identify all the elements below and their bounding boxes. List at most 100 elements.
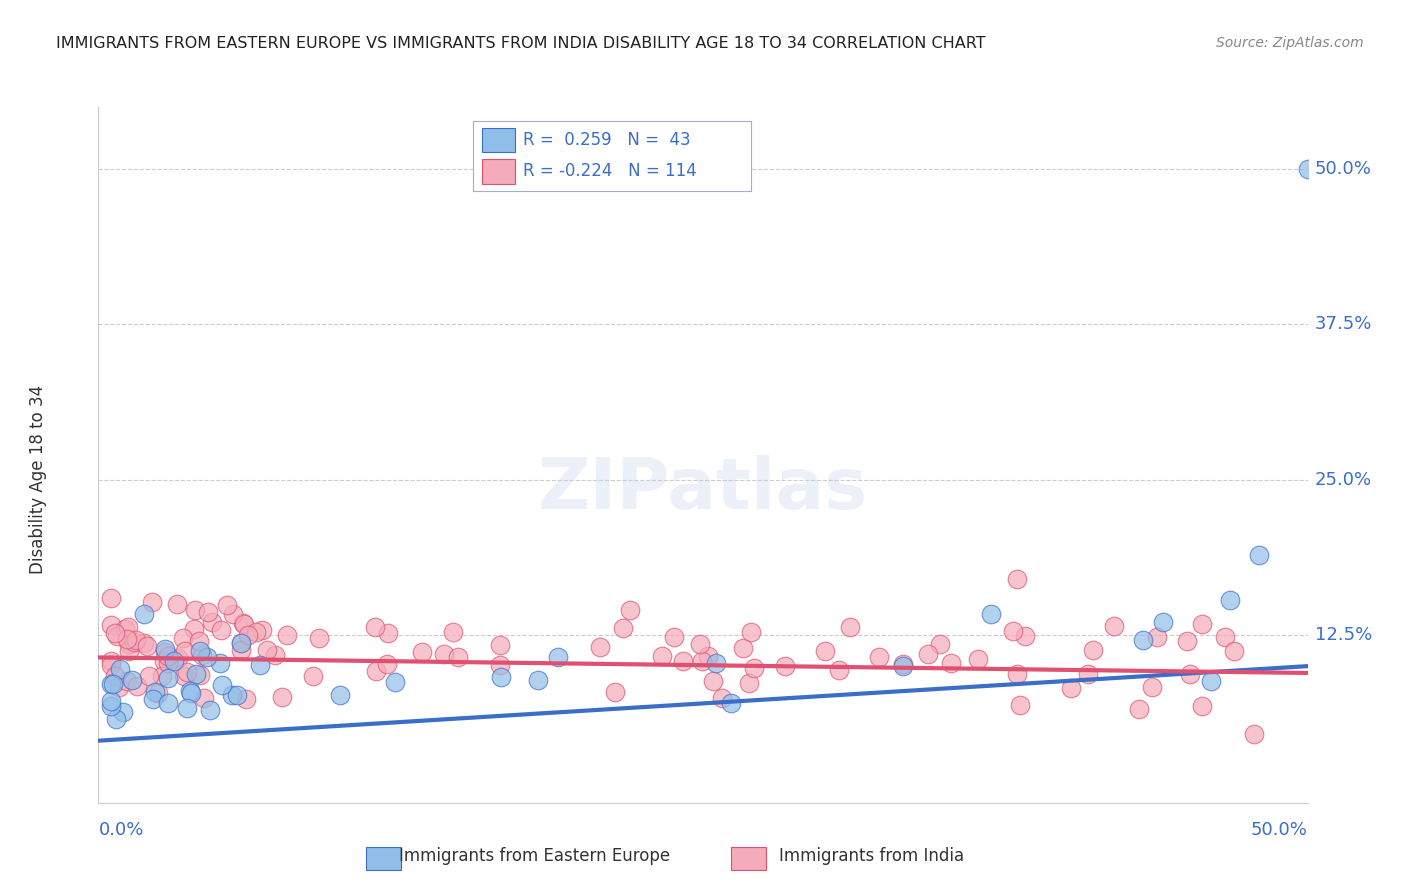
Point — [229, 636, 252, 650]
Point — [1077, 667, 1099, 681]
Point — [384, 675, 406, 690]
Point — [143, 684, 166, 698]
Point — [704, 656, 727, 670]
Point — [589, 640, 612, 654]
Point — [188, 643, 211, 657]
Point — [250, 623, 273, 637]
Point — [612, 621, 634, 635]
Point — [1007, 572, 1029, 586]
Point — [1140, 680, 1163, 694]
Point — [690, 654, 713, 668]
Text: IMMIGRANTS FROM EASTERN EUROPE VS IMMIGRANTS FROM INDIA DISABILITY AGE 18 TO 34 : IMMIGRANTS FROM EASTERN EUROPE VS IMMIGR… — [56, 36, 986, 51]
Point — [209, 624, 232, 638]
Point — [142, 692, 165, 706]
Point — [1010, 698, 1032, 712]
Point — [148, 686, 170, 700]
Point — [547, 650, 569, 665]
Point — [868, 649, 890, 664]
Point — [183, 622, 205, 636]
Point — [157, 651, 180, 665]
Point — [1175, 633, 1198, 648]
Point — [232, 616, 254, 631]
Point — [696, 649, 718, 664]
Point — [256, 643, 278, 657]
Point — [176, 701, 198, 715]
Text: 12.5%: 12.5% — [1315, 626, 1372, 644]
Point — [172, 631, 194, 645]
Point — [179, 683, 201, 698]
Point — [1060, 681, 1083, 695]
Point — [104, 626, 127, 640]
Point — [156, 656, 179, 670]
Point — [1014, 629, 1036, 643]
Point — [689, 637, 711, 651]
Point — [197, 605, 219, 619]
Point — [702, 674, 724, 689]
Point — [124, 632, 146, 647]
Point — [215, 598, 238, 612]
Point — [526, 673, 548, 687]
Point — [157, 696, 180, 710]
Point — [153, 641, 176, 656]
Point — [208, 656, 231, 670]
Point — [163, 654, 186, 668]
Point — [1132, 632, 1154, 647]
Point — [157, 649, 180, 664]
Point — [100, 698, 122, 713]
Point — [141, 595, 163, 609]
Point — [489, 639, 512, 653]
Point — [276, 627, 298, 641]
Point — [100, 654, 122, 668]
Point — [489, 658, 512, 673]
Point — [108, 680, 131, 694]
Point — [1152, 615, 1174, 629]
Point — [153, 654, 176, 668]
Point — [744, 661, 766, 675]
Point — [114, 623, 136, 637]
Point — [363, 620, 385, 634]
Point — [1002, 624, 1025, 638]
Point — [651, 649, 673, 664]
Point — [720, 696, 742, 710]
Point — [100, 617, 122, 632]
Point — [603, 685, 626, 699]
Point — [1178, 667, 1201, 681]
Point — [1102, 619, 1125, 633]
Point — [731, 641, 754, 656]
Point — [839, 620, 862, 634]
Point — [100, 658, 122, 673]
Point — [231, 643, 253, 657]
Text: Disability Age 18 to 34: Disability Age 18 to 34 — [30, 385, 46, 574]
Point — [271, 690, 294, 705]
Text: Immigrants from India: Immigrants from India — [779, 847, 965, 865]
Point — [231, 636, 253, 650]
Point — [112, 706, 135, 720]
Point — [308, 632, 330, 646]
Text: 50.0%: 50.0% — [1315, 161, 1372, 178]
Point — [1249, 548, 1271, 562]
Point — [188, 634, 211, 648]
Point — [738, 676, 761, 690]
Point — [1296, 162, 1319, 177]
Point — [441, 625, 464, 640]
Point — [917, 647, 939, 661]
Point — [939, 656, 962, 670]
Point — [447, 650, 470, 665]
Text: Immigrants from Eastern Europe: Immigrants from Eastern Europe — [399, 847, 669, 865]
Point — [1213, 630, 1236, 644]
Point — [153, 645, 176, 659]
Point — [134, 636, 156, 650]
Point — [433, 647, 456, 661]
Point — [176, 665, 198, 680]
Point — [115, 674, 138, 689]
Point — [173, 668, 195, 682]
Point — [195, 649, 218, 664]
Point — [100, 677, 122, 691]
Point — [366, 664, 388, 678]
Point — [125, 679, 148, 693]
Point — [773, 659, 796, 673]
Point — [138, 668, 160, 682]
Point — [1191, 698, 1213, 713]
Point — [118, 637, 141, 651]
Point — [211, 678, 233, 692]
